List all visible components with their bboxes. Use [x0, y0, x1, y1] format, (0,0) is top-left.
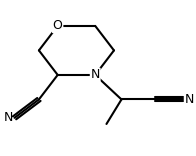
Text: N: N	[4, 111, 14, 124]
Text: N: N	[184, 93, 194, 106]
Text: O: O	[53, 19, 63, 32]
Text: N: N	[91, 68, 100, 81]
